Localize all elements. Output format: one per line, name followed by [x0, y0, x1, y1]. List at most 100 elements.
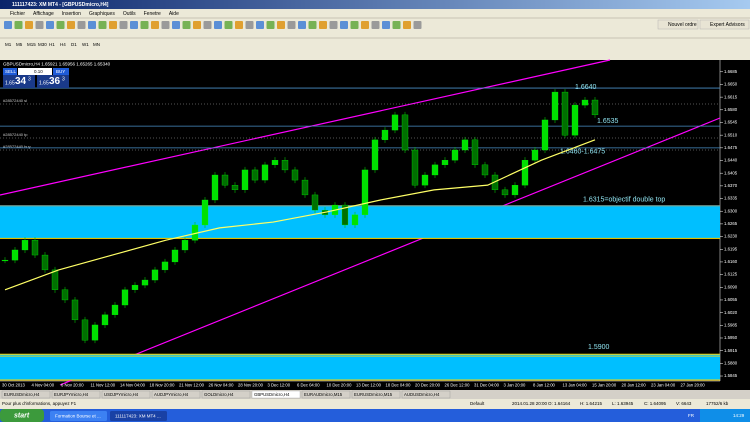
new-order-button[interactable]	[657, 19, 699, 30]
chart-tab[interactable]	[351, 390, 401, 399]
timeframe-button[interactable]: W1	[82, 42, 89, 47]
toolbar-icon[interactable]	[119, 21, 128, 29]
x-tick-label: 6 Dec 04:00	[297, 383, 320, 388]
chart-tab[interactable]	[401, 390, 451, 399]
timeframe-button[interactable]: M30	[38, 42, 47, 47]
menu-item[interactable]: Fichier	[10, 11, 25, 17]
chart-tab[interactable]	[301, 390, 351, 399]
x-tick-label: 13 Dec 12:00	[356, 383, 382, 388]
menu-item[interactable]: Outils	[123, 11, 136, 17]
status-field: 17752/6 kb	[706, 401, 729, 406]
x-tick-label: 6 Nov 20:00	[61, 383, 84, 388]
toolbar-icon[interactable]	[224, 21, 233, 29]
taskbar-item-label: Formation Bourse et ...	[55, 413, 101, 418]
toolbar-icon[interactable]	[88, 21, 96, 29]
x-tick-label: 26 Dec 12:00	[445, 383, 471, 388]
trend-line	[0, 59, 611, 196]
toolbar-icon[interactable]	[182, 21, 191, 29]
sell-button[interactable]	[3, 68, 17, 75]
chart-tab[interactable]	[51, 390, 101, 399]
menu-item[interactable]: Insertion	[62, 11, 81, 17]
timeframe-button[interactable]: D1	[71, 42, 77, 47]
chart-title: GBPUSDmicro,H4 1.65921 1.65956 1.65265 1…	[3, 62, 111, 67]
chart-tab[interactable]	[101, 390, 151, 399]
timeframe-button[interactable]: M1	[5, 42, 12, 47]
chart-tab[interactable]	[251, 390, 301, 399]
bid-box[interactable]	[3, 75, 35, 88]
toolbar-icon[interactable]	[350, 21, 359, 29]
toolbar-icons	[4, 21, 422, 29]
toolbar-icon[interactable]	[382, 21, 390, 29]
toolbar-icon[interactable]	[361, 21, 369, 29]
timeframe-button[interactable]: MN	[93, 42, 100, 47]
x-tick-label: 23 Jan 04:00	[651, 383, 676, 388]
menu-item[interactable]: Affichage	[33, 11, 54, 17]
ask-big: 1.65	[39, 80, 49, 86]
toolbar-icon[interactable]	[308, 21, 317, 29]
toolbar-icon[interactable]	[25, 21, 33, 29]
toolbar-icon[interactable]	[130, 21, 138, 29]
toolbar-icon[interactable]	[77, 21, 86, 29]
candle	[451, 149, 459, 161]
toolbar-icon[interactable]	[140, 21, 149, 29]
timeframe-button[interactable]: M15	[27, 42, 36, 47]
toolbar-icon[interactable]	[340, 21, 348, 29]
chart-tab[interactable]	[151, 390, 201, 399]
toolbar-icon[interactable]	[277, 21, 285, 29]
toolbar-icon[interactable]	[298, 21, 306, 29]
toolbar-icon[interactable]	[161, 21, 170, 29]
candle	[51, 269, 59, 290]
toolbar-icon[interactable]	[67, 21, 75, 29]
title-bar	[0, 0, 750, 9]
candle	[11, 249, 19, 261]
start-button[interactable]	[0, 409, 44, 422]
toolbar-icon[interactable]	[46, 21, 54, 29]
toolbar-icon[interactable]	[4, 21, 12, 29]
toolbar-icon[interactable]	[392, 21, 401, 29]
menu-item[interactable]: Fenetre	[144, 11, 161, 17]
menu-item[interactable]: Graphiques	[89, 11, 115, 17]
timeframe-button[interactable]: H1	[49, 42, 55, 47]
menu-item[interactable]: Aide	[169, 11, 179, 17]
chart-tab-label: GBPUSDmicro,H4	[254, 392, 290, 397]
toolbar-icon[interactable]	[329, 21, 338, 29]
toolbar-icon[interactable]	[35, 21, 44, 29]
toolbar-icon[interactable]	[245, 21, 254, 29]
toolbar-icon[interactable]	[235, 21, 243, 29]
taskbar-item[interactable]	[50, 411, 107, 421]
toolbar-icon[interactable]	[56, 21, 65, 29]
toolbar-icon[interactable]	[98, 21, 107, 29]
buy-button[interactable]	[53, 68, 69, 75]
lot-box[interactable]	[18, 68, 52, 75]
chart-tab[interactable]	[201, 390, 251, 399]
toolbar-icon[interactable]	[203, 21, 212, 29]
toolbar-icon[interactable]	[193, 21, 201, 29]
y-tick-label: 1.5915	[724, 348, 738, 353]
toolbar-icon[interactable]	[371, 21, 380, 29]
expert-advisors-button[interactable]	[699, 19, 750, 30]
toolbar-icon[interactable]	[14, 21, 23, 29]
toolbar-icon[interactable]	[256, 21, 264, 29]
toolbar-icon[interactable]	[319, 21, 327, 29]
ask-box[interactable]	[37, 75, 69, 88]
candle	[41, 254, 49, 271]
candle	[441, 160, 449, 166]
toolbar-icon[interactable]	[109, 21, 117, 29]
chart-tab[interactable]	[1, 390, 51, 399]
toolbar-icon[interactable]	[413, 21, 422, 29]
taskbar-item[interactable]	[110, 411, 167, 421]
order-label: #28572440 sl	[3, 98, 27, 103]
toolbar-icon[interactable]	[172, 21, 180, 29]
toolbar-icon[interactable]	[151, 21, 159, 29]
candle	[341, 204, 349, 226]
toolbar-icon[interactable]	[266, 21, 275, 29]
toolbar-icon[interactable]	[403, 21, 411, 29]
candle	[461, 139, 469, 151]
clock: 14:29	[733, 413, 745, 418]
toolbar-icon[interactable]	[287, 21, 296, 29]
candle	[121, 289, 129, 306]
timeframe-button[interactable]: M5	[16, 42, 23, 47]
timeframe-button[interactable]: H4	[60, 42, 66, 47]
toolbar-icon[interactable]	[214, 21, 222, 29]
